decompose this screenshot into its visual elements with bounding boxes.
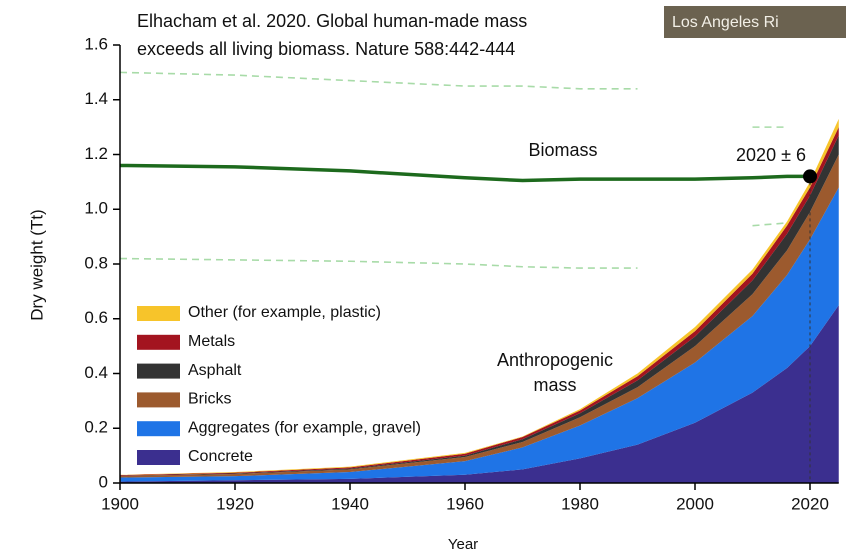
x-tick-label: 2000 (676, 494, 714, 513)
legend-label: Other (for example, plastic) (188, 304, 381, 321)
legend-label: Metals (188, 333, 235, 350)
legend-swatch (137, 421, 180, 436)
y-tick-label: 0.8 (84, 253, 108, 272)
y-tick-label: 1.0 (84, 199, 108, 218)
legend-swatch (137, 306, 180, 321)
y-tick-label: 0 (99, 472, 108, 491)
bound-line (753, 223, 788, 226)
chart: Elhacham et al. 2020. Global human-made … (0, 0, 846, 554)
y-tick-label: 0.2 (84, 418, 108, 437)
x-tick-label: 2020 (791, 494, 829, 513)
x-tick-label: 1940 (331, 494, 369, 513)
line-label: Biomass (528, 140, 597, 160)
x-axis-label: Year (448, 536, 478, 553)
biomass-line (120, 165, 810, 180)
x-tick-label: 1900 (101, 494, 139, 513)
legend-swatch (137, 392, 180, 407)
legend-label: Bricks (188, 391, 232, 408)
y-axis-label: Dry weight (Tt) (27, 209, 46, 320)
legend-swatch (137, 364, 180, 379)
crossover-point (803, 169, 817, 183)
legend-label: Asphalt (188, 362, 242, 379)
legend-label: Aggregates (for example, gravel) (188, 419, 421, 436)
area-label: mass (533, 375, 576, 395)
legend-swatch (137, 450, 180, 465)
y-tick-label: 0.4 (84, 363, 108, 382)
x-tick-label: 1980 (561, 494, 599, 513)
y-tick-label: 0.6 (84, 308, 108, 327)
y-tick-label: 1.2 (84, 144, 108, 163)
badge: Los Angeles Ri (672, 14, 779, 31)
area-label: Anthropogenic (497, 350, 613, 370)
crossover-label: 2020 ± 6 (736, 145, 806, 165)
x-tick-label: 1920 (216, 494, 254, 513)
bound-line (120, 72, 638, 88)
legend-swatch (137, 335, 180, 350)
y-tick-label: 1.6 (84, 34, 108, 53)
header-line: exceeds all living biomass. Nature 588:4… (137, 39, 515, 59)
x-tick-label: 1960 (446, 494, 484, 513)
legend-label: Concrete (188, 448, 253, 465)
y-tick-label: 1.4 (84, 89, 108, 108)
bound-line (120, 259, 638, 269)
header-line: Elhacham et al. 2020. Global human-made … (137, 11, 527, 31)
